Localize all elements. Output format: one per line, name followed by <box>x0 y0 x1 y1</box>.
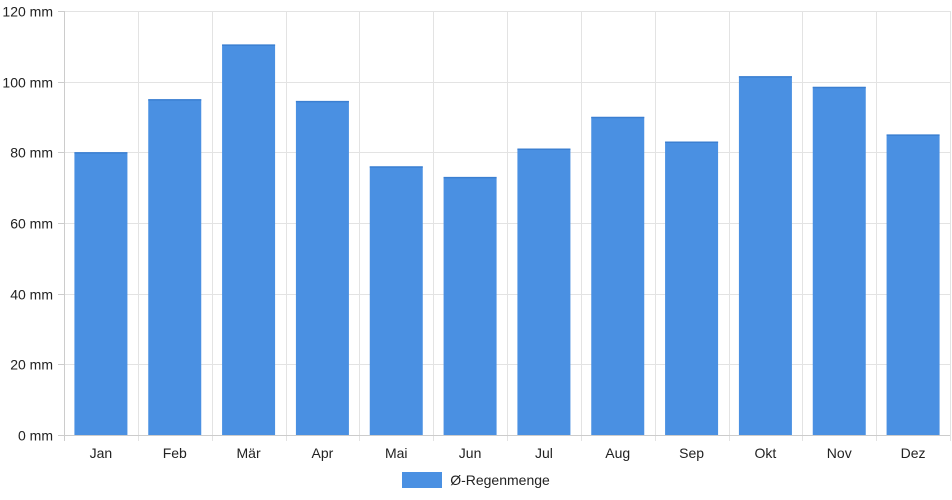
bar <box>517 148 571 436</box>
x-tick-label: Aug <box>605 445 630 461</box>
bar <box>665 141 719 435</box>
bar <box>369 166 423 435</box>
x-tick-label: Nov <box>827 445 852 461</box>
x-tick-label: Okt <box>755 445 777 461</box>
bar <box>812 86 866 435</box>
bar <box>886 134 940 435</box>
bar <box>222 44 276 436</box>
bar <box>148 99 202 435</box>
bar <box>443 177 497 436</box>
x-tick-label: Feb <box>163 445 187 461</box>
bar <box>591 117 645 435</box>
grid <box>58 11 951 441</box>
x-tick-label: Dez <box>901 445 926 461</box>
y-tick-label: 60 mm <box>10 216 53 232</box>
y-tick-label: 20 mm <box>10 357 53 373</box>
bar <box>74 152 128 436</box>
y-tick-label: 40 mm <box>10 287 53 303</box>
axes <box>64 11 950 441</box>
x-axis-labels: Jan Feb Mär Apr Mai Jun Jul Aug Sep Okt Nov Dez <box>90 445 926 461</box>
bars <box>74 44 940 436</box>
x-tick-label: Jun <box>459 445 482 461</box>
bar <box>738 76 792 435</box>
y-tick-label: 0 mm <box>18 428 53 444</box>
bar <box>295 101 349 435</box>
x-tick-label: Mai <box>385 445 408 461</box>
y-axis-labels: 0 mm 20 mm 40 mm 60 mm 80 mm 100 mm 120 mm <box>2 4 53 444</box>
x-tick-label: Apr <box>312 445 334 461</box>
y-tick-label: 100 mm <box>2 75 53 91</box>
legend: Ø-Regenmenge <box>0 472 952 488</box>
legend-swatch <box>402 472 443 488</box>
x-tick-label: Mär <box>237 445 261 461</box>
y-tick-label: 120 mm <box>2 4 53 20</box>
x-tick-label: Sep <box>679 445 704 461</box>
legend-label: Ø-Regenmenge <box>450 472 550 488</box>
x-tick-label: Jan <box>90 445 113 461</box>
x-tick-label: Jul <box>535 445 553 461</box>
y-tick-label: 80 mm <box>10 145 53 161</box>
